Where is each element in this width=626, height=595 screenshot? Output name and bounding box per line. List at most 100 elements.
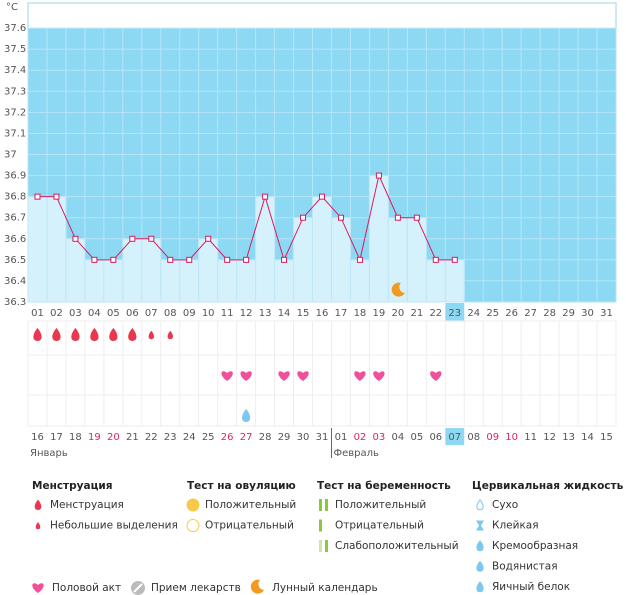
today-date-box: [445, 428, 465, 445]
day-label: 09: [183, 308, 196, 319]
temperature-point: [319, 193, 325, 200]
y-tick-label: 36.8: [4, 192, 26, 203]
y-tick-label: 36.6: [4, 234, 26, 245]
day-label: 02: [50, 308, 63, 319]
temperature-area: [425, 259, 446, 303]
temperature-area: [349, 259, 370, 303]
legend-item: Положительный: [335, 499, 426, 511]
menstruation-mark: [52, 328, 61, 341]
temperature-point: [451, 256, 458, 263]
day-label: 31: [600, 308, 613, 319]
temperature-area: [330, 217, 351, 303]
temperature-point: [262, 193, 269, 200]
egg-white-mark: [241, 409, 251, 422]
legend-item: Отрицательный: [335, 520, 424, 532]
legend-title: Тест на овуляцию: [187, 480, 296, 492]
date-label: 17: [50, 432, 63, 443]
legend-icon: [35, 522, 41, 530]
month-label: Январь: [30, 448, 68, 459]
legend-icon: [32, 583, 44, 593]
legend-title: Менструация: [32, 480, 112, 492]
legend-item: Менструация: [50, 499, 124, 511]
legend-item: Лунный календарь: [272, 582, 378, 594]
date-label: 26: [221, 432, 234, 443]
date-label: 20: [107, 432, 120, 443]
legend-title: Цервикальная жидкость: [472, 480, 624, 492]
date-label: 22: [145, 432, 158, 443]
day-label: 24: [467, 308, 480, 319]
temperature-area: [236, 259, 257, 303]
temperature-area: [217, 259, 238, 303]
date-label: 10: [505, 432, 518, 443]
day-label: 23: [448, 308, 461, 319]
legend-icon: [319, 519, 322, 532]
date-label: 18: [69, 432, 82, 443]
legend-icon: [476, 520, 484, 531]
temperature-point: [53, 193, 60, 200]
temperature-point: [243, 256, 250, 263]
day-label: 26: [505, 308, 518, 319]
day-label: 20: [392, 308, 405, 319]
legend-icon: [325, 499, 328, 511]
temperature-point: [167, 256, 174, 263]
date-label: 23: [164, 432, 177, 443]
date-label: 27: [240, 432, 253, 443]
legend-icon: [476, 581, 484, 593]
day-label: 27: [524, 308, 537, 319]
day-label: 15: [297, 308, 310, 319]
temperature-point: [129, 235, 136, 242]
temperature-area: [27, 196, 48, 303]
legend-item: Слабоположительный: [335, 540, 459, 552]
temperature-point: [72, 235, 79, 242]
y-tick-label: 37.3: [4, 86, 26, 97]
date-label: 13: [562, 432, 575, 443]
y-tick-label: 37.2: [4, 107, 26, 118]
day-label: 21: [410, 308, 423, 319]
date-label: 19: [88, 432, 101, 443]
day-label: 19: [373, 308, 386, 319]
temperature-area: [255, 196, 276, 303]
day-label: 04: [88, 308, 101, 319]
day-label: 17: [335, 308, 348, 319]
y-tick-label: 36.3: [4, 297, 26, 308]
day-label: 05: [107, 308, 120, 319]
y-tick-label: 36.5: [4, 255, 26, 266]
date-label: 14: [581, 432, 594, 443]
temperature-point: [148, 235, 155, 242]
moon-icon: [391, 282, 405, 297]
legend-item: Яичный белок: [492, 581, 570, 593]
temperature-point: [205, 235, 212, 242]
day-label: 07: [145, 308, 158, 319]
date-label: 29: [278, 432, 291, 443]
legend-item: Небольшие выделения: [50, 520, 178, 532]
temperature-point: [91, 256, 98, 263]
day-label: 28: [543, 308, 556, 319]
y-tick-label: 37: [4, 150, 17, 161]
intercourse-mark: [373, 371, 385, 381]
temperature-area: [141, 238, 162, 303]
today-box: [445, 303, 465, 321]
date-label: 01: [335, 432, 348, 443]
temperature-area: [293, 217, 314, 303]
date-label: 12: [543, 432, 556, 443]
date-label: 21: [126, 432, 139, 443]
menstruation-mark: [90, 328, 99, 341]
day-label: 13: [259, 308, 272, 319]
temperature-point: [34, 193, 41, 200]
temperature-area: [179, 259, 200, 303]
month-label: Февраль: [333, 448, 379, 459]
date-label: 11: [524, 432, 537, 443]
legend-icon: [133, 583, 143, 593]
legend-item: Прием лекарств: [151, 582, 241, 594]
legend-item: Кремообразная: [492, 540, 578, 552]
legend-icon: [186, 519, 200, 532]
legend-item: Сухо: [492, 499, 518, 511]
temperature-area: [84, 259, 105, 303]
temperature-point: [281, 256, 288, 263]
day-label: 12: [240, 308, 253, 319]
day-label: 03: [69, 308, 82, 319]
temperature-point: [413, 214, 420, 221]
date-label: 03: [373, 432, 386, 443]
temperature-area: [198, 238, 219, 303]
